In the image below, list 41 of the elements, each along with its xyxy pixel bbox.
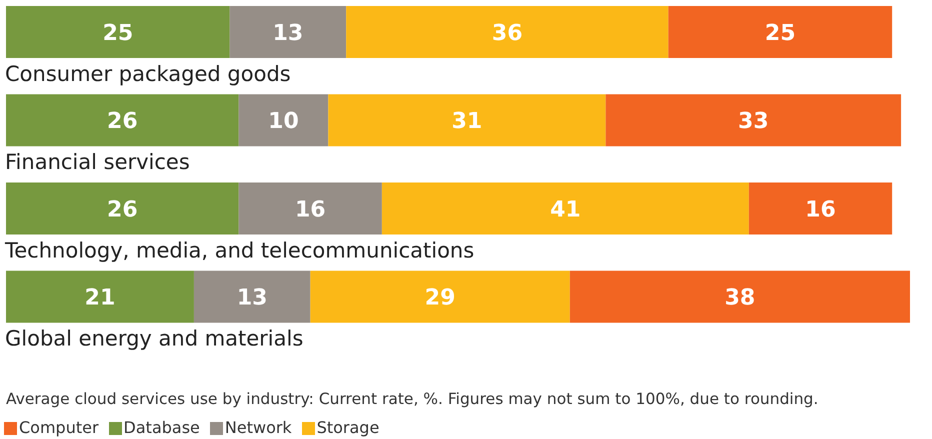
legend-label: Computer bbox=[19, 418, 99, 437]
y-tick-label: Technology, media, and telecommunications bbox=[4, 238, 474, 262]
bar bbox=[748, 182, 892, 234]
bar bbox=[230, 6, 346, 58]
bar bbox=[238, 182, 382, 234]
bar bbox=[328, 94, 606, 146]
data-label: 26 bbox=[107, 197, 138, 222]
data-label: 36 bbox=[492, 20, 523, 46]
data-label: 31 bbox=[452, 109, 482, 134]
bar bbox=[6, 94, 239, 146]
bar bbox=[382, 182, 749, 234]
data-label: 13 bbox=[236, 286, 268, 311]
y-tick-label: Global energy and materials bbox=[5, 326, 304, 351]
data-label: 33 bbox=[738, 109, 769, 134]
data-label: 13 bbox=[272, 20, 304, 46]
bar bbox=[310, 270, 570, 323]
bar bbox=[668, 6, 892, 58]
legend-label: Network bbox=[224, 418, 292, 437]
legend-label: Database bbox=[124, 418, 200, 437]
data-label: 29 bbox=[424, 286, 456, 311]
bar bbox=[606, 94, 902, 146]
bar bbox=[6, 270, 194, 323]
y-tick-label: Consumer packaged goods bbox=[5, 62, 291, 86]
data-label: 16 bbox=[295, 197, 326, 222]
legend-label: Storage bbox=[316, 418, 380, 437]
data-label: 25 bbox=[764, 20, 796, 46]
data-label: 26 bbox=[107, 109, 138, 134]
y-tick-label: Financial services bbox=[5, 150, 190, 174]
data-label: 16 bbox=[805, 197, 836, 222]
bar bbox=[194, 270, 310, 323]
bar bbox=[238, 94, 328, 146]
bar bbox=[6, 182, 239, 234]
bar bbox=[6, 6, 230, 58]
data-label: 10 bbox=[268, 109, 299, 134]
data-label: 21 bbox=[84, 286, 116, 311]
text: Average cloud services use by industry: Current rate, %. Figures may not sum to 100%, due to rounding. bbox=[6, 390, 818, 408]
data-label: 25 bbox=[102, 20, 134, 46]
bar bbox=[346, 6, 668, 58]
bar bbox=[570, 270, 910, 323]
data-label: 41 bbox=[550, 197, 581, 222]
data-label: 38 bbox=[724, 286, 756, 311]
